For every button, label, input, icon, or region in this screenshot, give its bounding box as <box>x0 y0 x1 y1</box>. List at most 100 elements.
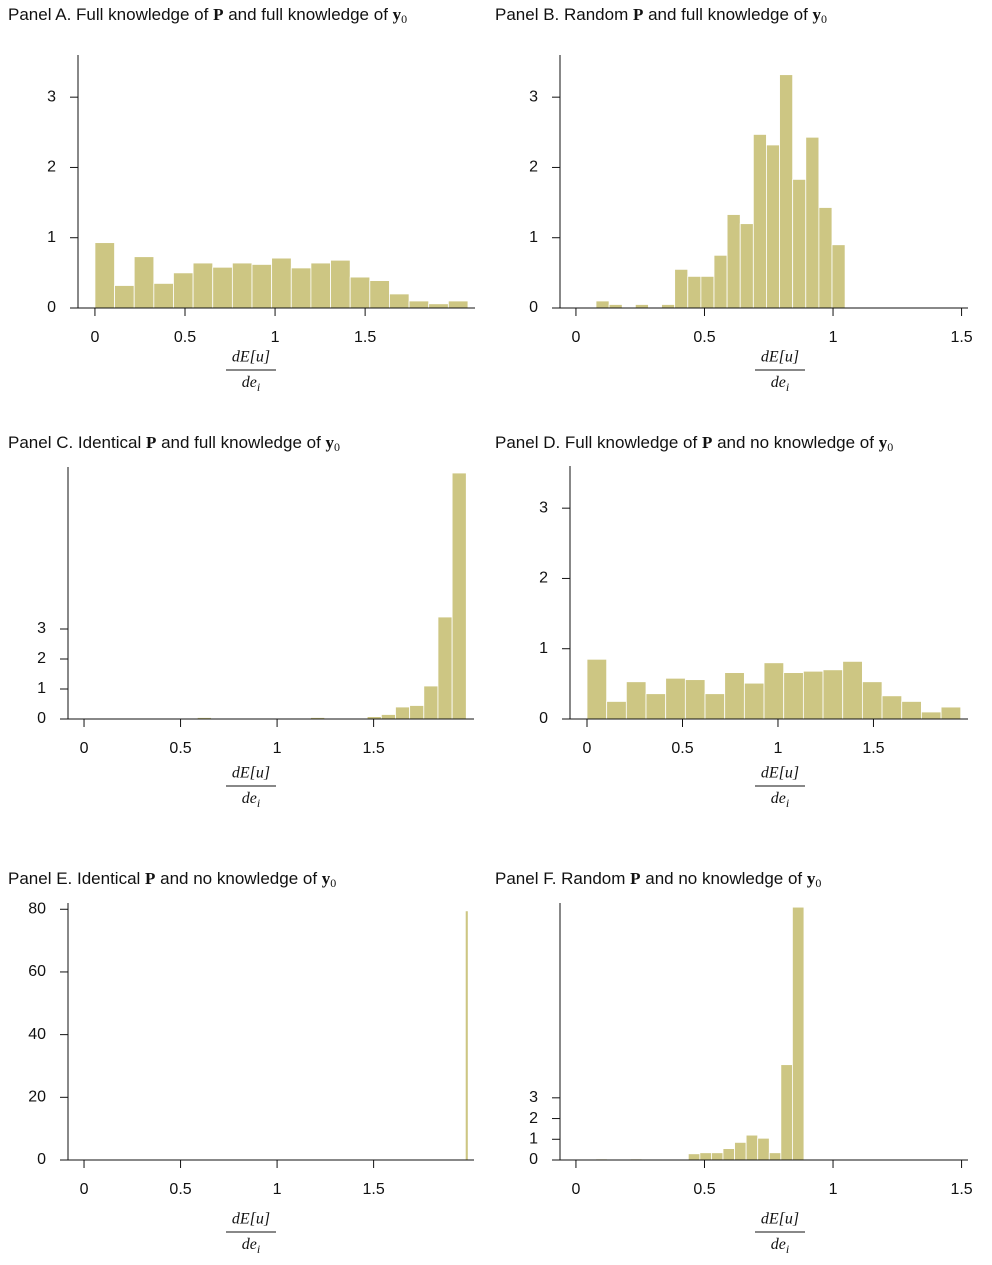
y-tick-label: 0 <box>529 1151 538 1168</box>
denominator-text: de <box>242 790 257 807</box>
bar <box>428 303 449 309</box>
bar <box>634 304 649 309</box>
x-tick-label: 1.5 <box>862 740 884 757</box>
y-tick-label: 2 <box>47 159 56 176</box>
y-tick-label: 0 <box>539 710 548 727</box>
bar <box>464 910 469 1161</box>
bar <box>780 1064 793 1161</box>
bar <box>704 693 726 720</box>
x-tick-label: 1 <box>273 1181 282 1198</box>
x-tick-label: 0 <box>80 1181 89 1198</box>
bar <box>684 679 706 720</box>
x-tick-label: 0 <box>571 1181 580 1198</box>
bar <box>451 472 467 720</box>
bar <box>940 706 962 720</box>
bar <box>726 214 741 309</box>
bar <box>842 660 863 720</box>
bar <box>699 1152 712 1161</box>
panel: 0 1 2 3 0 0.5 1 1.5 dE[u] dei <box>539 466 968 810</box>
y-tick-label: 3 <box>47 88 56 105</box>
bar <box>133 256 155 309</box>
panel-title: Panel E. Identical P and no knowledge of… <box>8 868 488 894</box>
x-label-denominator: dei <box>242 374 260 394</box>
title-part: P <box>701 433 713 452</box>
bar <box>711 1152 724 1161</box>
bar <box>114 285 135 309</box>
denominator-subscript: i <box>257 796 260 810</box>
panel-title: Panel A. Full knowledge of P and full kn… <box>8 4 468 30</box>
y-tick-label: 2 <box>529 159 538 176</box>
y-tick-label: 1 <box>539 640 548 657</box>
x-tick-label: 1.5 <box>354 329 376 346</box>
title-part: Panel E. Identical <box>8 869 146 888</box>
title-part: and full knowledge of <box>643 5 813 24</box>
y-tick-label: 40 <box>28 1026 46 1043</box>
bar <box>921 711 942 720</box>
bar <box>805 136 820 309</box>
y-tick-label: 0 <box>47 299 56 316</box>
x-tick-label: 0 <box>90 329 99 346</box>
y-tick-label: 1 <box>37 680 46 697</box>
denominator-text: de <box>771 1236 786 1253</box>
title-part: y <box>806 869 816 888</box>
denominator-subscript: i <box>257 380 260 394</box>
bar <box>881 695 903 720</box>
bar <box>586 658 608 720</box>
title-part: 0 <box>401 12 408 26</box>
bar <box>271 257 292 309</box>
bar <box>380 714 396 720</box>
x-tick-label: 1 <box>774 740 783 757</box>
bar <box>310 262 331 309</box>
bar <box>212 266 233 309</box>
title-part: and no knowledge of <box>712 433 879 452</box>
title-part: y <box>392 5 402 24</box>
y-tick-label: 3 <box>529 1089 538 1106</box>
title-part: 0 <box>821 12 828 26</box>
x-tick-label: 1.5 <box>950 1181 972 1198</box>
bar <box>687 275 702 309</box>
x-label-denominator: dei <box>242 1236 260 1256</box>
x-label-numerator: dE[u] <box>232 765 270 782</box>
y-tick-label: 20 <box>28 1089 46 1106</box>
title-part: y <box>321 869 331 888</box>
x-label-numerator: dE[u] <box>761 1211 799 1228</box>
x-tick-label: 0 <box>571 329 580 346</box>
title-part: and full knowledge of <box>156 433 326 452</box>
title-part: P <box>145 869 156 888</box>
bar <box>447 300 469 309</box>
x-tick-label: 0.5 <box>169 740 191 757</box>
title-part: P <box>213 5 224 24</box>
bar <box>768 1152 782 1161</box>
bar <box>661 304 676 309</box>
bar <box>606 701 627 720</box>
x-tick-label: 0.5 <box>174 329 196 346</box>
y-tick-label: 80 <box>28 900 46 917</box>
bar <box>713 254 728 309</box>
bar <box>831 244 846 309</box>
bar <box>752 134 767 309</box>
x-tick-label: 1 <box>273 740 282 757</box>
y-tick-label: 3 <box>37 620 46 637</box>
x-tick-label: 0 <box>583 740 592 757</box>
bar <box>645 693 667 720</box>
panel: 0 1 2 3 0 0.5 1 1.5 dE[u] dei <box>47 55 475 394</box>
x-label-denominator: dei <box>771 790 789 810</box>
x-label-numerator: dE[u] <box>232 1211 270 1228</box>
bar <box>369 280 390 309</box>
denominator-text: de <box>771 374 786 391</box>
denominator-subscript: i <box>786 796 789 810</box>
bar <box>395 706 411 720</box>
bar <box>822 669 844 720</box>
bar <box>251 264 273 309</box>
bar <box>408 300 430 309</box>
panel: 0 1 2 3 0 0.5 1 1.5 dE[u] dei <box>529 903 973 1256</box>
denominator-text: de <box>242 1236 257 1253</box>
x-tick-label: 0 <box>80 740 89 757</box>
denominator-text: de <box>771 790 786 807</box>
title-part: y <box>878 433 888 452</box>
bar <box>389 293 410 309</box>
title-part: Panel F. Random <box>495 869 631 888</box>
x-tick-label: 0.5 <box>693 1181 715 1198</box>
